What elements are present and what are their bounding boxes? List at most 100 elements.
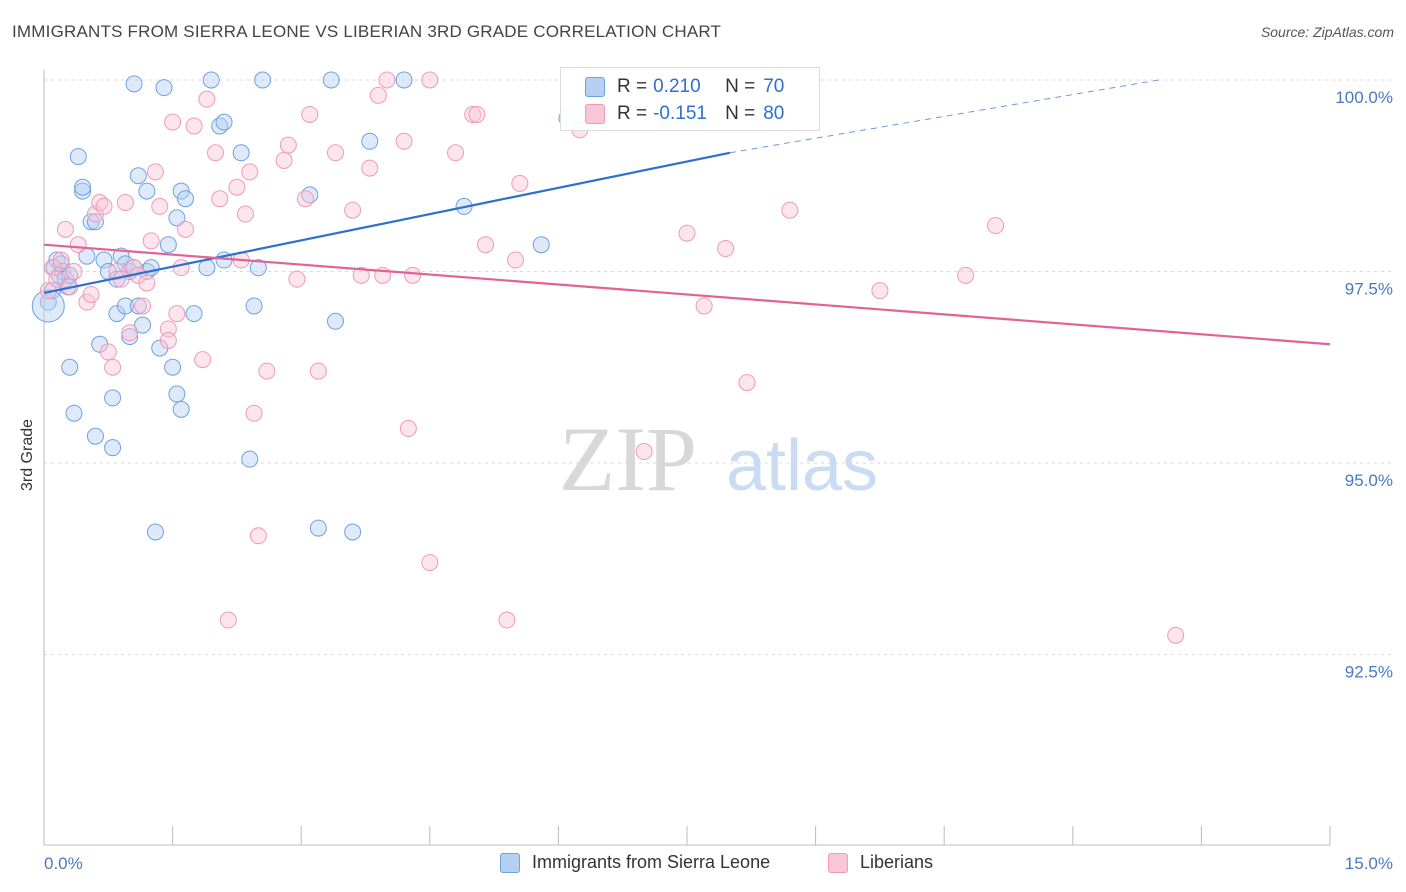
trend-lines	[43, 79, 1331, 346]
y-tick-label: 100.0%	[1335, 88, 1393, 107]
data-point	[507, 251, 525, 269]
x-tick-label-min: 0.0%	[44, 854, 83, 873]
legend-label: Liberians	[860, 852, 934, 872]
data-point	[678, 224, 696, 242]
data-point	[172, 259, 190, 277]
data-point	[61, 358, 79, 376]
data-point	[511, 174, 529, 192]
source-label: Source: ZipAtlas.com	[1260, 24, 1394, 40]
data-point	[108, 263, 126, 280]
data-point	[871, 282, 889, 300]
legend-label: Immigrants from Sierra Leone	[532, 852, 771, 872]
data-point	[717, 240, 735, 258]
data-point	[236, 205, 254, 223]
series-liberians-points	[39, 71, 1185, 644]
data-point	[185, 117, 203, 135]
data-point	[395, 132, 413, 150]
data-point	[155, 79, 173, 97]
data-point	[121, 324, 139, 342]
data-point	[447, 144, 465, 162]
data-point	[146, 163, 164, 181]
data-point	[194, 351, 212, 369]
series-sierra-leone-points	[31, 71, 576, 541]
data-point-large	[31, 289, 65, 323]
correlation-legend: R = 0.210 N = 70 R = -0.151 N = 80	[560, 67, 820, 131]
data-point	[134, 316, 152, 334]
watermark: ZIP atlas	[559, 408, 878, 510]
data-point	[326, 312, 344, 330]
data-point	[74, 182, 92, 200]
legend-swatch-blue	[500, 852, 520, 873]
data-point	[104, 389, 122, 407]
series-legend: Immigrants from Sierra Leone Liberians	[0, 852, 1406, 878]
data-point	[129, 167, 147, 185]
data-point	[142, 232, 160, 250]
data-point	[69, 236, 87, 254]
watermark-zip: ZIP	[559, 408, 697, 510]
data-point	[74, 178, 92, 196]
data-point	[421, 71, 439, 89]
data-point	[309, 519, 327, 537]
data-point	[82, 213, 100, 231]
data-point	[134, 297, 152, 315]
data-point	[206, 144, 224, 162]
chart-title: IMMIGRANTS FROM SIERRA LEONE VS LIBERIAN…	[12, 22, 722, 41]
data-point	[48, 270, 66, 288]
data-point	[121, 328, 139, 346]
data-point	[404, 266, 422, 284]
data-point	[99, 343, 117, 361]
legend-n-label: N =	[725, 76, 756, 97]
data-point	[532, 236, 550, 254]
data-point	[82, 285, 100, 303]
data-point	[254, 71, 272, 89]
data-point	[468, 105, 486, 123]
data-point	[378, 71, 396, 89]
data-point	[202, 71, 220, 89]
data-point	[168, 305, 186, 323]
data-point	[198, 90, 216, 108]
legend-swatch-pink	[828, 852, 848, 873]
data-point	[125, 75, 143, 93]
data-point	[116, 297, 134, 315]
data-point	[241, 163, 259, 181]
data-point	[957, 266, 975, 284]
axes	[43, 70, 1331, 846]
data-point	[279, 136, 297, 154]
data-point	[176, 190, 194, 208]
data-point	[159, 331, 177, 349]
y-axis-label: 3rd Grade	[19, 418, 36, 492]
y-tick-label: 97.5%	[1345, 280, 1393, 299]
data-point	[78, 293, 96, 311]
data-point	[172, 182, 190, 200]
data-point	[52, 251, 70, 269]
data-point	[129, 297, 147, 315]
legend-r-value: -0.151	[653, 103, 707, 124]
data-point	[138, 182, 156, 200]
data-point	[738, 374, 756, 392]
data-point	[232, 144, 250, 162]
legend-n-value: 70	[763, 76, 785, 97]
data-point	[249, 527, 267, 545]
legend-n-value: 80	[763, 103, 785, 124]
data-point	[164, 113, 182, 131]
data-point	[86, 427, 104, 445]
data-point	[361, 159, 379, 177]
data-point	[249, 259, 267, 277]
data-point	[172, 400, 190, 418]
legend-item-liberians: Liberians	[828, 852, 933, 873]
data-point	[146, 523, 164, 541]
data-point	[296, 190, 314, 208]
legend-r-label: R =	[617, 103, 648, 124]
data-point	[104, 439, 122, 457]
data-point	[116, 194, 134, 212]
data-point	[245, 297, 263, 315]
legend-row-liberians: R = -0.151 N = 80	[585, 101, 784, 127]
data-point	[464, 105, 482, 123]
data-point	[322, 71, 340, 89]
data-point	[309, 362, 327, 380]
data-point	[198, 259, 216, 277]
data-point	[399, 420, 417, 438]
data-point	[176, 220, 194, 238]
legend-row-sierra-leone: R = 0.210 N = 70	[585, 74, 784, 100]
